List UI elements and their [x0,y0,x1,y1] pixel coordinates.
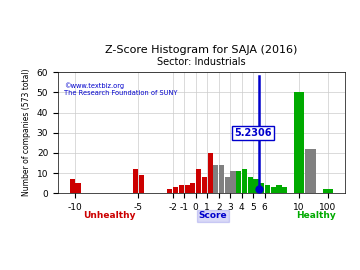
Bar [207,153,213,193]
Bar [265,185,270,193]
Bar [167,189,172,193]
Bar [323,189,333,193]
Bar [70,179,75,193]
Text: The Research Foundation of SUNY: The Research Foundation of SUNY [64,90,177,96]
Bar [179,185,184,193]
Bar [230,171,236,193]
Bar [248,177,253,193]
Bar [185,185,190,193]
Bar [282,187,287,193]
Bar [253,179,258,193]
Bar [139,175,144,193]
Text: Score: Score [199,211,227,220]
Text: 5.2306: 5.2306 [234,128,272,138]
Bar [236,171,242,193]
Text: Healthy: Healthy [296,211,336,220]
Bar [213,165,219,193]
Bar [133,169,138,193]
Bar [305,149,316,193]
Bar [219,165,224,193]
Bar [190,183,195,193]
Y-axis label: Number of companies (573 total): Number of companies (573 total) [22,69,31,197]
Bar [173,187,178,193]
Bar [196,169,201,193]
Title: Z-Score Histogram for SAJA (2016): Z-Score Histogram for SAJA (2016) [105,45,298,55]
Bar [225,177,230,193]
Bar [276,185,282,193]
Bar [259,183,264,193]
Bar [271,187,276,193]
Bar [76,183,81,193]
Bar [202,177,207,193]
Bar [294,92,304,193]
Text: ©www.textbiz.org: ©www.textbiz.org [64,82,124,89]
Bar [242,169,247,193]
Text: Unhealthy: Unhealthy [84,211,136,220]
Text: Sector: Industrials: Sector: Industrials [157,57,246,67]
